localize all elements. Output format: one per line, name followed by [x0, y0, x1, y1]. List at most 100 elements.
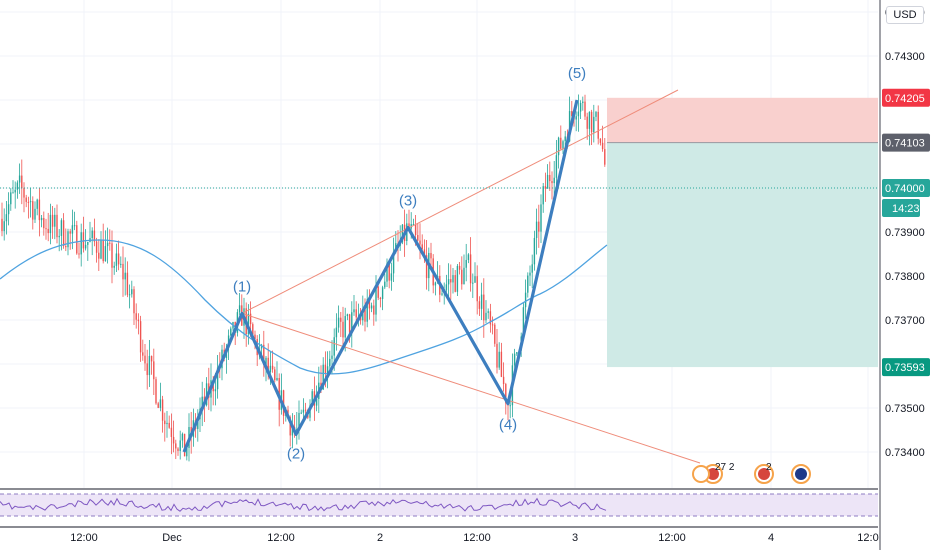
- candle-body: [489, 311, 492, 325]
- time-label-5: 3: [572, 532, 578, 544]
- wave-label-2: (2): [287, 445, 305, 462]
- candle-body: [450, 279, 452, 283]
- candle-body: [322, 364, 324, 390]
- candle-body: [298, 412, 300, 429]
- candle-body: [27, 201, 30, 203]
- candle-body: [144, 355, 146, 364]
- event-badge-1[interactable]: 2: [754, 462, 774, 484]
- event-badge-2[interactable]: [791, 464, 811, 484]
- candle-body: [524, 292, 527, 308]
- candle-body: [540, 204, 542, 232]
- rsi-pane[interactable]: [0, 488, 878, 528]
- candle-body: [496, 343, 498, 368]
- flag-fill-icon: [795, 468, 807, 480]
- candle-body: [364, 309, 366, 322]
- candle-body: [54, 214, 56, 227]
- candle-body: [542, 186, 544, 205]
- candle-body: [157, 403, 159, 408]
- candle-body: [472, 282, 474, 284]
- candle-body: [590, 111, 593, 133]
- candle-body: [148, 355, 151, 376]
- candle-body: [84, 244, 87, 249]
- moving-average-line: [0, 239, 608, 375]
- price-label-10: 0.73500: [885, 403, 925, 415]
- wave-label-1: (1): [233, 278, 251, 295]
- candle-body: [483, 294, 485, 321]
- candle-body: [131, 289, 133, 295]
- candle-body: [56, 214, 58, 238]
- candlesticks: [1, 94, 606, 462]
- candle-body: [230, 328, 232, 336]
- time-label-6: 12:00: [658, 532, 686, 544]
- candle-body: [577, 111, 580, 117]
- candle-body: [139, 321, 142, 353]
- candle-body: [155, 379, 157, 404]
- candle-body: [10, 192, 12, 205]
- candle-body: [491, 324, 494, 326]
- position-zones[interactable]: [607, 97, 878, 368]
- candle-body: [463, 267, 465, 285]
- candle-body: [106, 242, 109, 247]
- candle-body: [102, 239, 104, 262]
- elliott-wave[interactable]: (1) (2) (3) (4) (5): [182, 65, 586, 462]
- candle-body: [509, 405, 511, 407]
- candle-body: [447, 279, 450, 285]
- candle-body: [49, 214, 52, 234]
- candle-body: [214, 389, 217, 392]
- candle-body: [137, 319, 140, 322]
- candle-body: [216, 367, 219, 390]
- candle-body: [16, 182, 19, 190]
- moving-average: [0, 239, 608, 375]
- candle-body: [571, 111, 573, 117]
- candle-body: [579, 103, 582, 112]
- candle-body: [401, 224, 404, 243]
- event-badges[interactable]: 27 2 2: [692, 462, 811, 484]
- candle-body: [267, 357, 269, 373]
- candle-body: [417, 234, 419, 241]
- candle-body: [146, 363, 148, 376]
- candle-body: [557, 137, 560, 156]
- candle-body: [161, 399, 164, 421]
- candle-body: [172, 436, 175, 444]
- flag-fill-icon: [758, 468, 770, 480]
- event-count: 2: [766, 462, 772, 473]
- candle-body: [249, 313, 252, 325]
- event-count: 27 2: [715, 462, 735, 473]
- candle-body: [76, 225, 78, 254]
- event-badge-0[interactable]: 27 2: [692, 462, 735, 484]
- candle-body: [104, 246, 107, 262]
- candle-body: [269, 365, 272, 373]
- candle-body: [333, 337, 335, 356]
- candle-body: [291, 427, 294, 436]
- candle-body: [302, 409, 305, 413]
- candle-body: [150, 355, 153, 362]
- candle-body: [379, 297, 382, 299]
- candle-body: [535, 221, 538, 238]
- candle-body: [388, 263, 390, 281]
- candle-body: [124, 272, 126, 280]
- candle-body: [60, 220, 63, 236]
- candle-body: [500, 351, 503, 377]
- candle-body: [95, 241, 98, 253]
- candle-body: [546, 174, 549, 189]
- candle-body: [595, 111, 597, 117]
- price-label-8: 0.73700: [885, 315, 925, 327]
- candle-body: [113, 265, 115, 268]
- trend-lines[interactable]: [241, 89, 701, 464]
- candle-body: [408, 223, 410, 229]
- candle-body: [538, 221, 540, 232]
- candle-body: [368, 299, 371, 309]
- candle-body: [311, 391, 313, 406]
- candle-body: [359, 316, 362, 321]
- candle-body: [375, 286, 377, 315]
- candle-body: [324, 364, 327, 374]
- candle-body: [588, 111, 591, 129]
- candle-body: [531, 264, 533, 273]
- currency-badge[interactable]: USD: [886, 6, 924, 24]
- candle-body: [430, 252, 432, 259]
- candle-body: [168, 422, 170, 428]
- candle-body: [133, 289, 135, 314]
- candle-body: [522, 307, 525, 337]
